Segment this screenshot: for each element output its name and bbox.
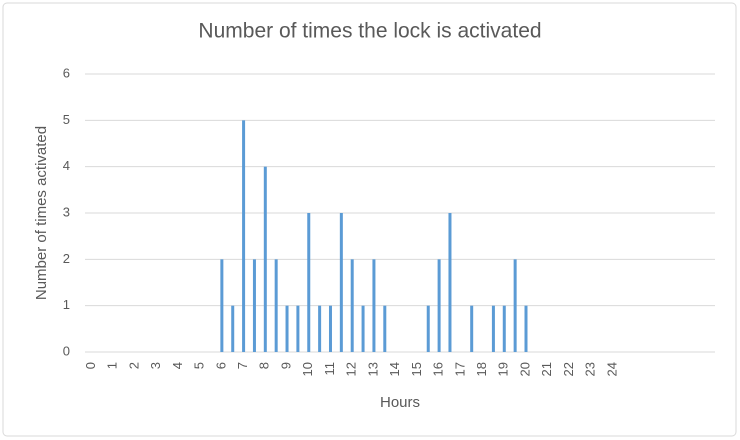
bar [383, 305, 387, 352]
x-tick-label: 3 [148, 362, 163, 369]
chart-title: Number of times the lock is activated [198, 20, 541, 43]
x-axis-label: Hours [380, 394, 420, 411]
bar [350, 259, 354, 352]
x-tick-label: 19 [496, 362, 511, 376]
x-tick-label: 10 [300, 362, 315, 376]
x-tick-label: 23 [583, 362, 598, 376]
x-tick-label: 2 [126, 362, 141, 369]
bar [328, 305, 332, 352]
bar [242, 120, 246, 352]
x-tick-label: 6 [213, 362, 228, 369]
y-tick-label: 1 [63, 297, 70, 312]
x-tick-label: 17 [452, 362, 467, 376]
x-tick-label: 20 [517, 362, 532, 376]
x-tick-label: 16 [431, 362, 446, 376]
bar [318, 305, 322, 352]
y-tick-label: 6 [63, 65, 70, 80]
bar [491, 305, 495, 352]
y-tick-label: 5 [63, 112, 70, 127]
bar [502, 305, 506, 352]
bar [252, 259, 256, 352]
x-tick-label: 4 [170, 362, 185, 369]
bar [448, 213, 452, 352]
x-tick-label: 1 [105, 362, 120, 369]
y-tick-label: 2 [63, 251, 70, 266]
x-tick-label: 21 [539, 362, 554, 376]
bar [285, 305, 289, 352]
bar [470, 305, 474, 352]
x-tick-label: 8 [257, 362, 272, 369]
x-tick-label: 13 [365, 362, 380, 376]
bar [513, 259, 517, 352]
x-tick-label: 22 [561, 362, 576, 376]
bar [307, 213, 311, 352]
x-tick-label: 7 [235, 362, 250, 369]
y-tick-label: 3 [63, 204, 70, 219]
y-axis-label: Number of times activated [33, 126, 50, 300]
x-tick-label: 15 [409, 362, 424, 376]
bar [372, 259, 376, 352]
x-tick-label: 24 [604, 362, 619, 376]
x-tick-label: 9 [278, 362, 293, 369]
bar [220, 259, 224, 352]
x-tick-label: 12 [344, 362, 359, 376]
bar [296, 305, 300, 352]
bar [426, 305, 430, 352]
bar [339, 213, 343, 352]
x-tick-label: 11 [322, 362, 337, 376]
x-tick-label: 14 [387, 362, 402, 376]
bar [274, 259, 278, 352]
bar [263, 166, 267, 352]
bar [524, 305, 528, 352]
y-tick-label: 0 [63, 343, 70, 358]
bar [231, 305, 235, 352]
x-tick-label: 5 [192, 362, 207, 369]
bar [361, 305, 365, 352]
y-tick-label: 4 [63, 158, 70, 173]
x-tick-label: 18 [474, 362, 489, 376]
x-tick-label: 0 [83, 362, 98, 369]
bar [437, 259, 441, 352]
